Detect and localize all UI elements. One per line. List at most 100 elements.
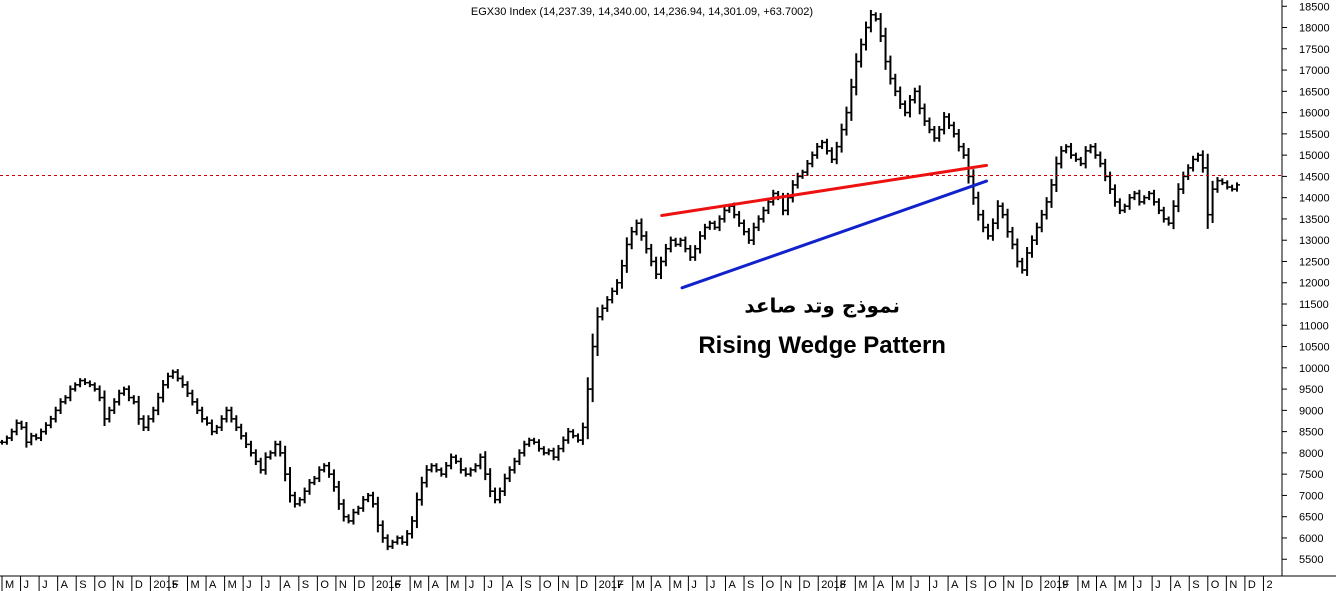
y-tick-label: 13500	[1299, 214, 1330, 226]
x-tick-label: J	[469, 579, 475, 591]
y-tick-label: 8000	[1299, 448, 1323, 460]
x-tick-label: A	[1174, 579, 1182, 591]
y-tick-label: 8500	[1299, 427, 1323, 439]
x-tick-label: F	[1062, 579, 1069, 591]
x-tick-label: A	[951, 579, 959, 591]
x-tick-label: S	[747, 579, 754, 591]
x-tick-label: N	[1229, 579, 1237, 591]
x-tick-label: 2	[1266, 579, 1272, 591]
x-tick-label: D	[580, 579, 588, 591]
annotation-english: Rising Wedge Pattern	[698, 332, 946, 359]
x-tick-label: 2019	[1044, 579, 1068, 591]
y-tick-label: 16500	[1299, 86, 1330, 98]
chart-title: EGX30 Index (14,237.39, 14,340.00, 14,23…	[471, 6, 813, 18]
x-tick-label: D	[1025, 579, 1033, 591]
annotation-labels: نموذج وتد صاعد Rising Wedge Pattern	[698, 294, 946, 359]
x-tick-label: M	[228, 579, 237, 591]
x-tick-label: O	[98, 579, 107, 591]
y-tick-label: 18000	[1299, 23, 1330, 35]
y-tick-label: 10500	[1299, 342, 1330, 354]
y-tick-label: 9000	[1299, 405, 1323, 417]
x-tick-label: J	[24, 579, 30, 591]
y-tick-label: 6000	[1299, 533, 1323, 545]
x-tick-label: O	[988, 579, 997, 591]
x-tick-label: N	[1007, 579, 1015, 591]
x-tick-label: 2015	[153, 579, 177, 591]
y-tick-label: 10000	[1299, 363, 1330, 375]
x-tick-label: S	[79, 579, 86, 591]
x-tick-label: A	[877, 579, 885, 591]
y-tick-label: 15000	[1299, 150, 1330, 162]
y-tick-label: 17000	[1299, 65, 1330, 77]
y-tick-label: 11000	[1299, 320, 1329, 332]
x-tick-label: M	[1081, 579, 1090, 591]
y-tick-label: 5500	[1299, 554, 1323, 566]
x-tick-label: M	[636, 579, 645, 591]
x-tick-label: A	[1099, 579, 1107, 591]
y-tick-label: 14000	[1299, 193, 1330, 205]
x-tick-label: O	[543, 579, 552, 591]
y-tick-label: 7500	[1299, 469, 1323, 481]
x-tick-label: F	[172, 579, 179, 591]
annotation-arabic: نموذج وتد صاعد	[744, 294, 900, 318]
x-tick-label: M	[191, 579, 200, 591]
y-tick-label: 17500	[1299, 44, 1330, 56]
x-tick-label: M	[413, 579, 422, 591]
x-tick-label: A	[654, 579, 662, 591]
x-tick-label: M	[895, 579, 904, 591]
x-tick-label: N	[562, 579, 570, 591]
y-tick-label: 12000	[1299, 278, 1330, 290]
x-tick-label: D	[803, 579, 811, 591]
x-tick-label: 2017	[599, 579, 623, 591]
x-tick-label: J	[246, 579, 252, 591]
wedge-trendlines	[660, 163, 989, 290]
y-tick-label: 18500	[1299, 1, 1330, 13]
x-tick-label: D	[135, 579, 143, 591]
x-tick-label: O	[766, 579, 775, 591]
x-tick-label: J	[1155, 579, 1161, 591]
x-tick-label: J	[933, 579, 939, 591]
y-tick-label: 9500	[1299, 384, 1323, 396]
price-bar	[1234, 182, 1240, 192]
trendline-lower	[680, 179, 989, 290]
x-tick-label: S	[1192, 579, 1199, 591]
x-tick-label: N	[339, 579, 347, 591]
x-tick-label: 2018	[821, 579, 845, 591]
x-tick-label: A	[432, 579, 440, 591]
y-tick-label: 13000	[1299, 235, 1330, 247]
x-tick-label: M	[1118, 579, 1127, 591]
x-tick-label: N	[784, 579, 792, 591]
x-tick-label: J	[1137, 579, 1143, 591]
x-tick-label: D	[357, 579, 365, 591]
x-tick-label: S	[970, 579, 977, 591]
y-tick-label: 6500	[1299, 512, 1323, 524]
x-tick-label: M	[858, 579, 867, 591]
y-tick-label: 11500	[1299, 299, 1329, 311]
x-tick-label: S	[524, 579, 531, 591]
x-tick-label: J	[710, 579, 716, 591]
x-tick-label: A	[506, 579, 514, 591]
y-tick-label: 7000	[1299, 490, 1323, 502]
x-tick-label: O	[320, 579, 329, 591]
y-tick-label: 15500	[1299, 129, 1330, 141]
y-tick-label: 12500	[1299, 256, 1330, 268]
x-tick-label: J	[42, 579, 48, 591]
y-tick-label: 14500	[1299, 171, 1330, 183]
x-tick-label: F	[395, 579, 402, 591]
x-tick-label: J	[487, 579, 493, 591]
x-tick-label: D	[1248, 579, 1256, 591]
x-tick-label: M	[673, 579, 682, 591]
x-tick-label: J	[691, 579, 697, 591]
x-tick-label: A	[209, 579, 217, 591]
x-tick-label: J	[914, 579, 920, 591]
trendline-upper	[660, 163, 989, 218]
y-tick-label: 16000	[1299, 108, 1330, 120]
x-tick-label: F	[617, 579, 624, 591]
x-tick-label: A	[728, 579, 736, 591]
x-tick-label: 2016	[376, 579, 400, 591]
x-tick-label: N	[116, 579, 124, 591]
x-tick-label: J	[265, 579, 271, 591]
